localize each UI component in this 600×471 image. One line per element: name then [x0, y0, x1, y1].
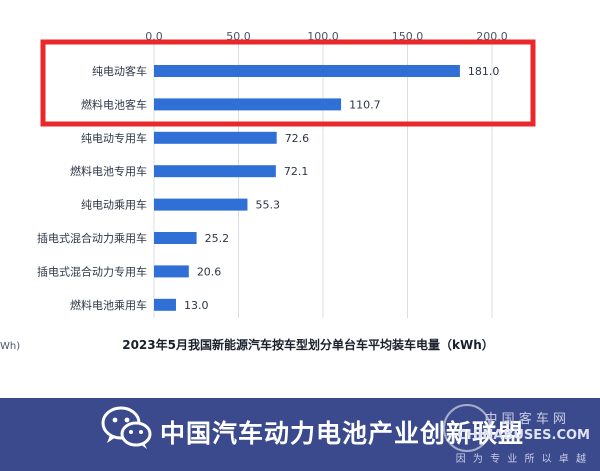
category-label: 燃料电池专用车	[70, 164, 147, 178]
bar-value-label: 25.2	[205, 232, 230, 245]
bar	[154, 165, 276, 178]
category-label: 插电式混合动力乘用车	[37, 231, 147, 245]
category-label: 纯电动客车	[92, 64, 147, 78]
bars: 纯电动客车 181.0 燃料电池客车 110.7 纯电动专用车 72.6 燃料电池专用车 72…	[37, 64, 499, 312]
bar	[154, 265, 189, 278]
chart-caption: 2023年5月我国新能源汽车按车型划分单台车平均装车电量（kWh）	[122, 337, 494, 352]
chinabuses-logo	[443, 404, 491, 452]
category-label: 燃料电池乘用车	[70, 298, 147, 312]
bar-value-label: 20.6	[197, 265, 222, 278]
category-label: 纯电动专用车	[81, 131, 147, 145]
brand-english: CHINABUSES.COM	[457, 428, 590, 443]
footer-banner: 中国汽车动力电池产业创新联盟 中 国 客 车 网 CHINABUSES.COM …	[0, 398, 600, 471]
bar-value-label: 72.6	[285, 132, 310, 145]
bar-value-label: 13.0	[184, 299, 209, 312]
wechat-icon	[101, 406, 152, 449]
bar-value-label: 110.7	[349, 98, 381, 111]
bar-value-label: 55.3	[255, 199, 280, 212]
bar	[154, 65, 460, 77]
category-label: 插电式混合动力专用车	[37, 264, 147, 278]
bar-value-label: 181.0	[468, 65, 500, 78]
left-unit-fragment: Wh)	[0, 341, 20, 352]
brand-chinese: 中 国 客 车 网	[484, 412, 566, 427]
bar	[154, 198, 248, 211]
category-label: 纯电动乘用车	[81, 198, 147, 212]
bar	[154, 232, 197, 244]
highlight-box	[40, 39, 536, 127]
brand-slogan: 因 为 专 业 所 以 卓 越	[455, 454, 588, 465]
category-label: 燃料电池客车	[81, 97, 147, 111]
bar	[154, 298, 176, 311]
bar	[154, 98, 342, 111]
bar-value-label: 72.1	[284, 165, 309, 178]
bar	[154, 131, 277, 144]
